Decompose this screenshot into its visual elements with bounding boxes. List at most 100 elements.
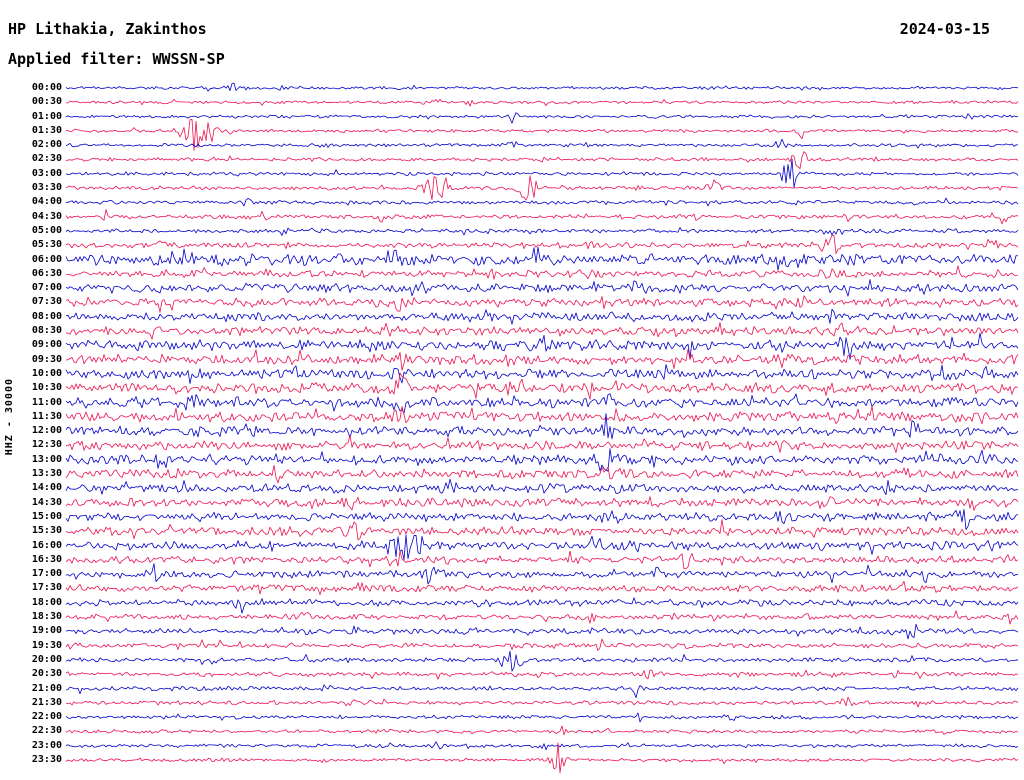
trace-time-label: 06:00 — [31, 253, 62, 265]
seismogram-trace — [65, 82, 1019, 92]
seismogram-trace — [65, 348, 1019, 371]
seismogram-trace — [65, 393, 1019, 414]
filter-label: Applied filter: WWSSN-SP — [8, 50, 225, 68]
trace-time-label: 06:30 — [31, 267, 62, 279]
trace-time-label: 07:00 — [31, 282, 62, 294]
trace-time-label: 03:30 — [31, 182, 62, 194]
seismogram-trace — [66, 696, 1019, 708]
seismogram-trace — [65, 405, 1019, 425]
seismogram-trace — [65, 227, 1019, 236]
trace-time-label: 02:00 — [31, 139, 62, 151]
trace-time-label: 00:00 — [31, 82, 62, 93]
trace-time-label: 20:30 — [31, 668, 62, 680]
station-title: HP Lithakia, Zakinthos — [8, 20, 207, 38]
seismogram-trace — [65, 112, 1019, 124]
seismogram-trace — [65, 321, 1019, 340]
trace-time-label: 13:30 — [31, 468, 62, 480]
trace-time-label: 12:00 — [31, 425, 62, 437]
seismogram-trace — [65, 623, 1019, 640]
seismogram-trace — [65, 580, 1019, 595]
trace-time-label: 11:30 — [31, 410, 62, 422]
trace-time-label: 14:00 — [31, 482, 62, 494]
seismogram-trace — [65, 563, 1019, 585]
trace-time-label: 14:30 — [31, 496, 62, 508]
trace-time-label: 01:30 — [31, 124, 62, 136]
seismogram-trace — [65, 496, 1019, 511]
seismogram-trace — [65, 448, 1019, 472]
seismogram-trace — [65, 669, 1019, 680]
seismogram-trace — [65, 279, 1019, 297]
trace-time-label: 03:00 — [31, 167, 62, 179]
trace-time-label: 17:00 — [31, 568, 62, 580]
seismogram-trace — [65, 597, 1019, 614]
trace-time-label: 05:00 — [31, 224, 62, 236]
seismogram-trace — [65, 175, 1019, 201]
seismogram-trace — [65, 534, 1019, 560]
seismogram-trace — [65, 434, 1019, 454]
seismogram-trace — [65, 464, 1019, 484]
seismogram-trace — [65, 372, 1019, 400]
trace-time-label: 08:00 — [31, 310, 62, 322]
seismogram-trace — [65, 638, 1019, 651]
seismogram-trace — [65, 98, 1019, 107]
trace-time-label: 10:30 — [31, 382, 62, 394]
seismogram-trace — [65, 650, 1019, 672]
trace-time-label: 20:00 — [31, 653, 62, 665]
seismogram-trace — [65, 119, 1019, 151]
seismogram-trace — [65, 308, 1019, 325]
trace-time-label: 21:30 — [31, 696, 62, 708]
trace-time-label: 02:30 — [31, 153, 62, 165]
trace-time-label: 01:00 — [31, 110, 62, 122]
trace-time-label: 21:00 — [31, 682, 62, 694]
trace-time-label: 00:30 — [31, 96, 62, 108]
seismogram-trace — [65, 138, 1019, 149]
trace-time-label: 23:30 — [31, 754, 62, 765]
trace-time-label: 09:30 — [31, 353, 62, 365]
seismogram-trace — [65, 197, 1019, 207]
seismogram-trace — [65, 478, 1019, 496]
trace-time-label: 17:30 — [31, 582, 62, 594]
seismogram-trace — [65, 209, 1018, 225]
seismogram-trace — [65, 550, 1019, 569]
trace-time-label: 09:00 — [31, 339, 62, 351]
trace-time-label: 05:30 — [31, 239, 62, 251]
trace-time-label: 18:00 — [31, 596, 62, 608]
trace-time-label: 08:30 — [31, 325, 62, 337]
seismogram-trace — [65, 246, 1019, 271]
seismogram-trace — [65, 610, 1019, 625]
seismogram-trace — [65, 712, 1019, 723]
trace-time-label: 04:30 — [31, 210, 62, 222]
seismogram-trace — [65, 332, 1019, 360]
trace-time-label: 23:00 — [31, 739, 62, 751]
seismogram-trace — [65, 508, 1019, 530]
seismogram-trace — [65, 158, 1019, 188]
trace-time-label: 13:00 — [31, 453, 62, 465]
seismogram-trace — [65, 741, 1019, 751]
trace-time-label: 16:30 — [31, 553, 62, 565]
trace-time-label: 15:00 — [31, 510, 62, 522]
seismogram-trace — [65, 295, 1019, 313]
trace-time-label: 18:30 — [31, 611, 62, 623]
trace-time-label: 07:30 — [31, 296, 62, 308]
trace-time-label: 15:30 — [31, 525, 62, 537]
seismogram-trace — [65, 234, 1019, 255]
seismogram-trace — [65, 364, 1019, 385]
seismogram-trace — [65, 725, 1019, 736]
trace-time-label: 11:00 — [31, 396, 62, 408]
trace-time-label: 10:00 — [31, 367, 62, 379]
seismogram-trace — [65, 519, 1019, 541]
seismogram-trace — [65, 684, 1019, 698]
seismogram-trace — [66, 265, 1019, 280]
trace-time-label: 22:30 — [31, 725, 62, 737]
seismogram-trace — [65, 742, 1019, 774]
trace-time-label: 04:00 — [31, 196, 62, 208]
seismogram-trace — [65, 151, 1019, 170]
trace-time-label: 22:00 — [31, 711, 62, 723]
seismogram-trace — [65, 413, 1019, 440]
trace-time-label: 19:30 — [31, 639, 62, 651]
trace-time-label: 12:30 — [31, 439, 62, 451]
trace-time-label: 16:00 — [31, 539, 62, 551]
trace-time-label: 19:00 — [31, 625, 62, 637]
